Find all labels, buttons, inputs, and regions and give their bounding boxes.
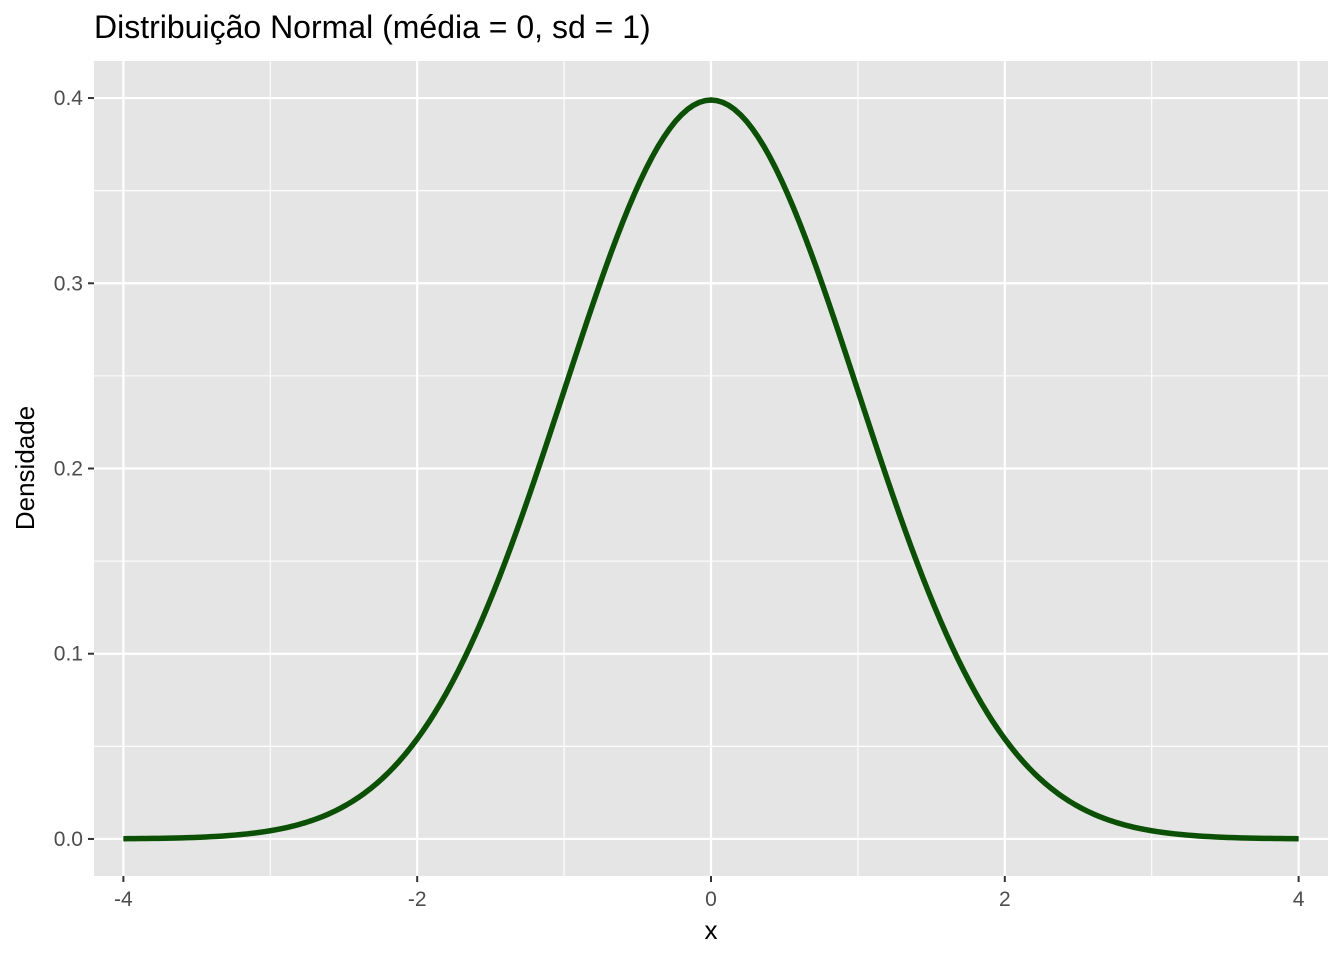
y-tick-label: 0.2: [54, 458, 83, 481]
x-tick-label: -2: [408, 888, 427, 911]
y-axis-title: Densidade: [10, 406, 40, 530]
x-tick-label: 4: [1293, 888, 1305, 911]
density-curve: [123, 97, 1299, 842]
x-tick-label: 0: [705, 888, 717, 911]
series-layer: [123, 97, 1299, 842]
x-axis: -4 -2 0 2 4: [114, 876, 1305, 911]
y-tick-label: 0.0: [54, 828, 83, 851]
x-tick-label: 2: [999, 888, 1011, 911]
y-tick-label: 0.1: [54, 643, 83, 666]
x-tick-label: -4: [114, 888, 133, 911]
y-axis: 0.0 0.1 0.2 0.3 0.4: [54, 87, 94, 851]
y-tick-label: 0.4: [54, 87, 84, 110]
y-tick-label: 0.3: [54, 272, 83, 295]
chart-title: Distribuição Normal (média = 0, sd = 1): [94, 9, 651, 45]
x-axis-title: x: [705, 915, 718, 945]
